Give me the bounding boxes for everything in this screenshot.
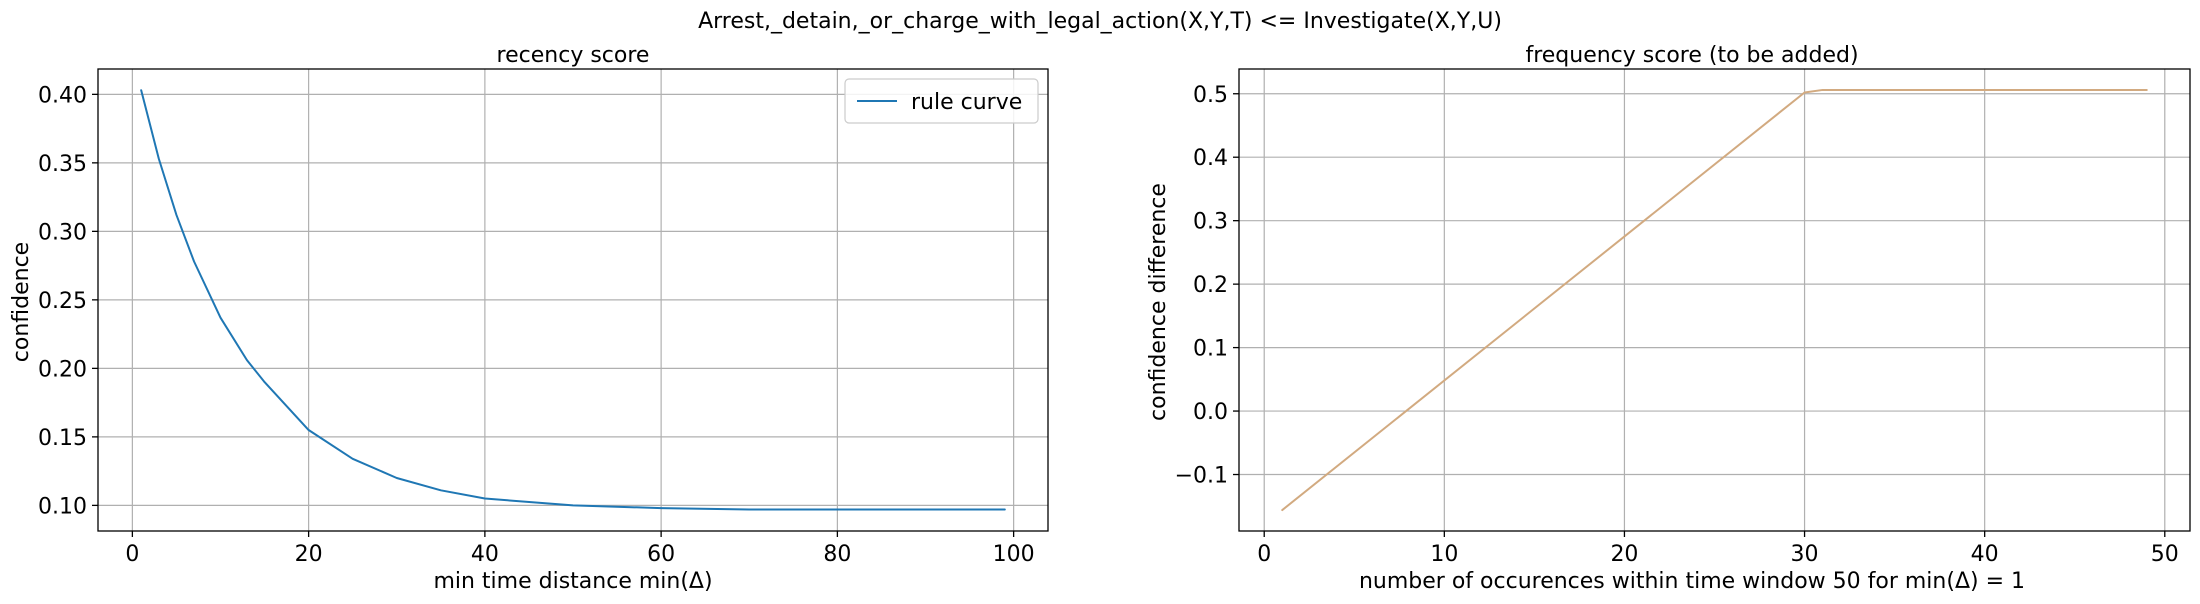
frequency-xtick-label: 50 [2151,542,2179,567]
recency-xtick-label: 60 [647,542,675,567]
frequency-chart-title: frequency score (to be added) [1525,43,1858,68]
recency-ytick-label: 0.35 [38,152,87,177]
frequency-ytick-label: 0.3 [1193,210,1228,235]
frequency-xtick-label: 40 [1971,542,1999,567]
frequency-xtick-label: 30 [1791,542,1819,567]
recency-chart-title: recency score [497,43,650,68]
recency-xtick-label: 0 [125,542,139,567]
frequency-xtick-label: 10 [1430,542,1458,567]
recency-xtick-label: 100 [993,542,1035,567]
frequency-xtick-label: 0 [1257,542,1271,567]
frequency-chart: frequency score (to be added) number of … [1146,43,2191,594]
recency-xtick-label: 20 [295,542,323,567]
recency-ytick-label: 0.30 [38,220,87,245]
recency-ytick-label: 0.15 [38,426,87,451]
recency-ytick-label: 0.20 [38,357,87,382]
figure-suptitle: Arrest,_detain,_or_charge_with_legal_act… [698,9,1502,34]
frequency-ytick-label: 0.1 [1193,337,1228,362]
frequency-ytick-label: 0.2 [1193,273,1228,298]
frequency-series-line [1281,88,2148,512]
recency-chart: recency score min time distance min(Δ) c… [9,43,1049,594]
frequency-ytick-label: 0.5 [1193,83,1228,108]
frequency-chart-xlabel: number of occurences within time window … [1359,569,2025,594]
frequency-ytick-label: −0.1 [1175,464,1228,489]
recency-chart-ylabel: confidence [9,242,34,362]
frequency-ytick-label: 0.0 [1193,400,1228,425]
recency-chart-xlabel: min time distance min(Δ) [433,569,712,594]
frequency-ytick-label: 0.4 [1193,146,1228,171]
recency-xtick-label: 40 [471,542,499,567]
recency-series-line [140,89,1006,511]
recency-ytick-label: 0.25 [38,289,87,314]
frequency-axes-frame [1238,68,2191,532]
frequency-xtick-label: 20 [1610,542,1638,567]
recency-xtick-label: 80 [823,542,851,567]
recency-ytick-label: 0.40 [38,83,87,108]
recency-legend-label: rule curve [911,90,1022,115]
recency-legend: rule curve [844,78,1039,124]
recency-ytick-label: 0.10 [38,494,87,519]
frequency-chart-ylabel: confidence difference [1146,183,1171,421]
recency-legend-box [844,78,1039,124]
